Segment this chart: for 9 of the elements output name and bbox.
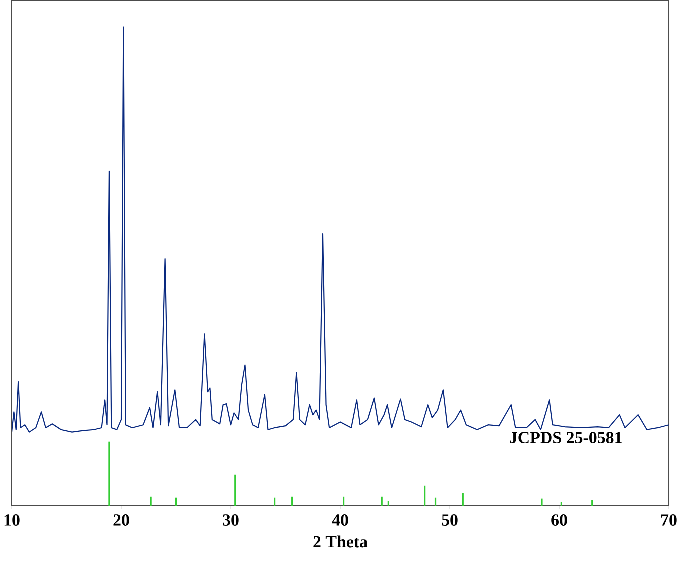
x-tick-label: 60 <box>552 514 568 526</box>
x-tick-label: 40 <box>332 514 348 526</box>
x-tick-label: 70 <box>662 514 677 526</box>
x-tick-label: 50 <box>442 514 458 526</box>
x-tick-label: 10 <box>4 514 20 526</box>
annotation: JCPDS 25-0581 <box>510 432 622 444</box>
x-axis-title: 2 Theta <box>314 536 368 548</box>
x-tick-label: 30 <box>223 514 239 526</box>
x-tick-label: 20 <box>114 514 130 526</box>
